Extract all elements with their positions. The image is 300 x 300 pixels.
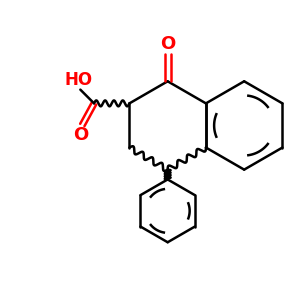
Text: O: O bbox=[160, 35, 175, 53]
Text: HO: HO bbox=[64, 71, 92, 89]
Text: O: O bbox=[73, 126, 88, 144]
